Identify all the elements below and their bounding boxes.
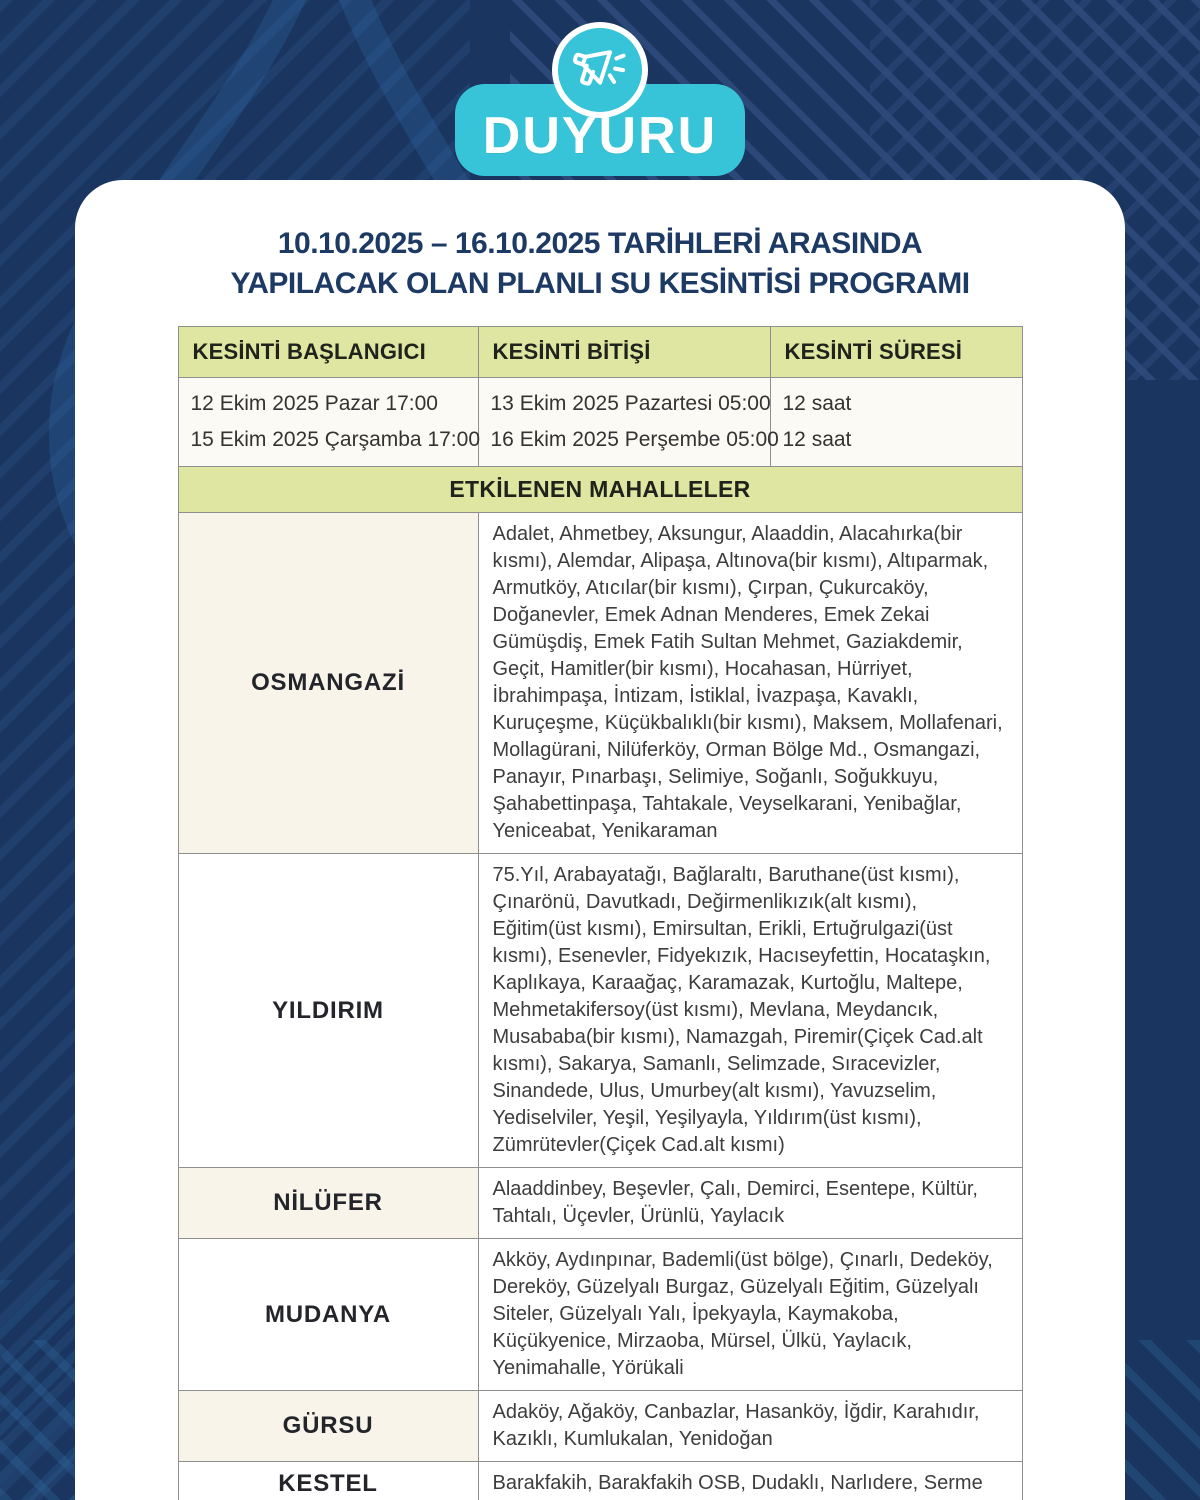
district-row: GÜRSU Adaköy, Ağaköy, Canbazlar, Hasankö… — [177, 1390, 1023, 1462]
title-line-2: YAPILACAK OLAN PLANLI SU KESİNTİSİ PROGR… — [230, 267, 970, 300]
column-header-duration: KESİNTİ SÜRESİ — [769, 326, 1023, 378]
column-header-end: KESİNTİ BİTİŞİ — [477, 326, 771, 378]
announcement-card: 10.10.2025 – 16.10.2025 TARİHLERİ ARASIN… — [75, 180, 1125, 1500]
column-header-start: KESİNTİ BAŞLANGICI — [177, 326, 479, 378]
district-neighborhoods-kestel: Barakfakih, Barakfakih OSB, Dudaklı, Nar… — [477, 1461, 1023, 1500]
badge-label: DUYURU — [482, 107, 718, 165]
duration-1: 12 saat — [782, 392, 852, 415]
district-neighborhoods-mudanya: Akköy, Aydınpınar, Bademli(üst bölge), Ç… — [477, 1238, 1023, 1391]
megaphone-icon — [552, 22, 648, 118]
title-line-1: 10.10.2025 – 16.10.2025 TARİHLERİ ARASIN… — [277, 227, 923, 260]
start-dates-cell: 12 Ekim 2025 Pazar 17:00 15 Ekim 2025 Ça… — [177, 377, 481, 467]
district-neighborhoods-osmangazi: Adalet, Ahmetbey, Aksungur, Alaaddin, Al… — [477, 512, 1023, 854]
start-date-1: 12 Ekim 2025 Pazar 17:00 — [190, 392, 439, 415]
districts-table: OSMANGAZİ Adalet, Ahmetbey, Aksungur, Al… — [177, 512, 1023, 1500]
duration-2: 12 saat — [782, 428, 852, 451]
district-name-yildirim: YILDIRIM — [177, 853, 479, 1168]
district-row: OSMANGAZİ Adalet, Ahmetbey, Aksungur, Al… — [177, 512, 1023, 854]
end-date-2: 16 Ekim 2025 Perşembe 05:00 — [490, 428, 779, 451]
start-date-2: 15 Ekim 2025 Çarşamba 17:00 — [190, 428, 481, 451]
section-header-affected-neighborhoods: ETKİLENEN MAHALLELER — [177, 466, 1023, 513]
end-dates-cell: 13 Ekim 2025 Pazartesi 05:00 16 Ekim 202… — [477, 377, 779, 467]
district-name-mudanya: MUDANYA — [177, 1238, 479, 1391]
district-name-nilufer: NİLÜFER — [177, 1167, 479, 1239]
schedule-dates-row: 12 Ekim 2025 Pazar 17:00 15 Ekim 2025 Ça… — [177, 377, 1023, 467]
schedule-table: KESİNTİ BAŞLANGICI KESİNTİ BİTİŞİ KESİNT… — [177, 326, 1023, 513]
district-neighborhoods-nilufer: Alaaddinbey, Beşevler, Çalı, Demirci, Es… — [477, 1167, 1023, 1239]
district-name-kestel: KESTEL — [177, 1461, 479, 1500]
district-name-osmangazi: OSMANGAZİ — [177, 512, 479, 854]
section-header-row: ETKİLENEN MAHALLELER — [177, 466, 1023, 513]
district-neighborhoods-gursu: Adaköy, Ağaköy, Canbazlar, Hasanköy, İğd… — [477, 1390, 1023, 1462]
district-row: KESTEL Barakfakih, Barakfakih OSB, Dudak… — [177, 1461, 1023, 1500]
district-row: NİLÜFER Alaaddinbey, Beşevler, Çalı, Dem… — [177, 1167, 1023, 1239]
duration-cell: 12 saat 12 saat — [769, 377, 1023, 467]
page-title: 10.10.2025 – 16.10.2025 TARİHLERİ ARASIN… — [150, 224, 1050, 304]
district-neighborhoods-yildirim: 75.Yıl, Arabayatağı, Bağlaraltı, Barutha… — [477, 853, 1023, 1168]
district-row: MUDANYA Akköy, Aydınpınar, Bademli(üst b… — [177, 1238, 1023, 1391]
district-name-gursu: GÜRSU — [177, 1390, 479, 1462]
schedule-header-row: KESİNTİ BAŞLANGICI KESİNTİ BİTİŞİ KESİNT… — [177, 326, 1023, 378]
end-date-1: 13 Ekim 2025 Pazartesi 05:00 — [490, 392, 771, 415]
district-row: YILDIRIM 75.Yıl, Arabayatağı, Bağlaraltı… — [177, 853, 1023, 1168]
